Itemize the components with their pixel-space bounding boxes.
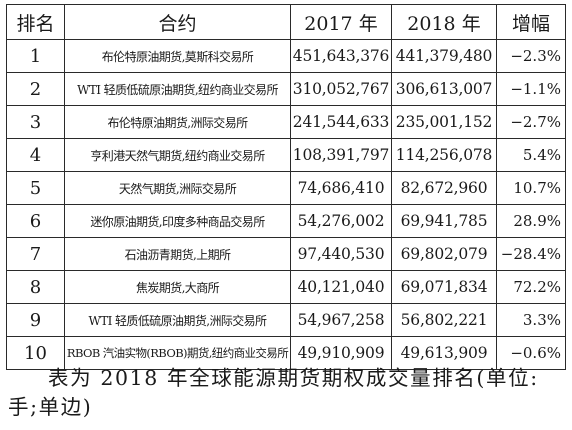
- cell-rank: 2: [6, 72, 65, 106]
- cell-volume-2018: 114,256,078: [391, 138, 497, 172]
- cell-volume-2018: 235,001,152: [391, 105, 497, 139]
- cell-growth: 72.2%: [496, 270, 566, 304]
- cell-growth: −0.6%: [496, 336, 566, 370]
- table-row: 7 石油沥青期货,上期所 97,440,530 69,802,079 −28.4%: [6, 237, 566, 271]
- cell-volume-2018: 56,802,221: [391, 303, 497, 337]
- cell-rank: 1: [6, 39, 65, 73]
- cell-contract: WTI 轻质低硫原油期货,纽约商业交易所: [64, 72, 291, 106]
- table-row: 2 WTI 轻质低硫原油期货,纽约商业交易所 310,052,767 306,613,…: [6, 72, 566, 106]
- header-row: 排名 合约 2017 年 2018 年 增幅: [6, 4, 566, 40]
- cell-rank: 9: [6, 303, 65, 337]
- cell-volume-2017: 54,276,002: [290, 204, 392, 238]
- header-contract: 合约: [64, 4, 291, 40]
- cell-volume-2017: 97,440,530: [290, 237, 392, 271]
- cell-rank: 7: [6, 237, 65, 271]
- cell-contract: 天然气期货,洲际交易所: [64, 171, 291, 205]
- header-rank: 排名: [6, 4, 65, 40]
- cell-growth: −1.1%: [496, 72, 566, 106]
- cell-growth: −2.7%: [496, 105, 566, 139]
- cell-growth: −28.4%: [496, 237, 566, 271]
- header-2017: 2017 年: [290, 4, 392, 40]
- cell-volume-2017: 74,686,410: [290, 171, 392, 205]
- cell-contract: 亨利港天然气期货,纽约商业交易所: [64, 138, 291, 172]
- cell-volume-2017: 108,391,797: [290, 138, 392, 172]
- cell-rank: 5: [6, 171, 65, 205]
- cell-volume-2017: 54,967,258: [290, 303, 392, 337]
- cell-volume-2017: 241,544,633: [290, 105, 392, 139]
- cell-volume-2018: 49,613,909: [391, 336, 497, 370]
- table-row: 1 布伦特原油期货,莫斯科交易所 451,643,376 441,379,480 −2.…: [6, 39, 566, 73]
- cell-contract: 布伦特原油期货,洲际交易所: [64, 105, 291, 139]
- cell-contract: 布伦特原油期货,莫斯科交易所: [64, 39, 291, 73]
- cell-contract: 焦炭期货,大商所: [64, 270, 291, 304]
- cell-contract: WTI 轻质低硫原油期货,洲际交易所: [64, 303, 291, 337]
- table-row: 9 WTI 轻质低硫原油期货,洲际交易所 54,967,258 56,802,221 3…: [6, 303, 566, 337]
- table-row: 8 焦炭期货,大商所 40,121,040 69,071,834 72.2%: [6, 270, 566, 304]
- cell-volume-2018: 69,941,785: [391, 204, 497, 238]
- table-body: 1 布伦特原油期货,莫斯科交易所 451,643,376 441,379,480 −2.…: [6, 39, 566, 370]
- table-row: 4 亨利港天然气期货,纽约商业交易所 108,391,797 114,256,078 5…: [6, 138, 566, 172]
- cell-rank: 8: [6, 270, 65, 304]
- cell-rank: 4: [6, 138, 65, 172]
- header-2018: 2018 年: [391, 4, 497, 40]
- cell-growth: −2.3%: [496, 39, 566, 73]
- energy-futures-ranking-table: 排名 合约 2017 年 2018 年 增幅 1 布伦特原油期货,莫斯科交易所 45…: [6, 4, 566, 370]
- cell-volume-2018: 69,802,079: [391, 237, 497, 271]
- cell-contract: 迷你原油期货,印度多种商品交易所: [64, 204, 291, 238]
- header-growth: 增幅: [496, 4, 566, 40]
- cell-volume-2017: 451,643,376: [290, 39, 392, 73]
- cell-growth: 5.4%: [496, 138, 566, 172]
- cell-contract: RBOB 汽油实物(RBOB)期货,纽约商业交易所: [64, 336, 291, 370]
- cell-contract: 石油沥青期货,上期所: [64, 237, 291, 271]
- cell-volume-2018: 441,379,480: [391, 39, 497, 73]
- table-row: 3 布伦特原油期货,洲际交易所 241,544,633 235,001,152 −2.7…: [6, 105, 566, 139]
- cell-volume-2017: 40,121,040: [290, 270, 392, 304]
- table-header: 排名 合约 2017 年 2018 年 增幅: [6, 4, 566, 40]
- cell-growth: 28.9%: [496, 204, 566, 238]
- cell-rank: 10: [6, 336, 65, 370]
- table-caption: 表为 2018 年全球能源期货期权成交量排名(单位:手;单边): [8, 366, 539, 419]
- cell-volume-2017: 310,052,767: [290, 72, 392, 106]
- cell-rank: 6: [6, 204, 65, 238]
- cell-rank: 3: [6, 105, 65, 139]
- cell-volume-2018: 82,672,960: [391, 171, 497, 205]
- table-row: 5 天然气期货,洲际交易所 74,686,410 82,672,960 10.7%: [6, 171, 566, 205]
- table-row: 6 迷你原油期货,印度多种商品交易所 54,276,002 69,941,785 28.…: [6, 204, 566, 238]
- table-row: 10 RBOB 汽油实物(RBOB)期货,纽约商业交易所 49,910,909 49,…: [6, 336, 566, 370]
- cell-growth: 3.3%: [496, 303, 566, 337]
- cell-volume-2018: 306,613,007: [391, 72, 497, 106]
- cell-growth: 10.7%: [496, 171, 566, 205]
- cell-volume-2018: 69,071,834: [391, 270, 497, 304]
